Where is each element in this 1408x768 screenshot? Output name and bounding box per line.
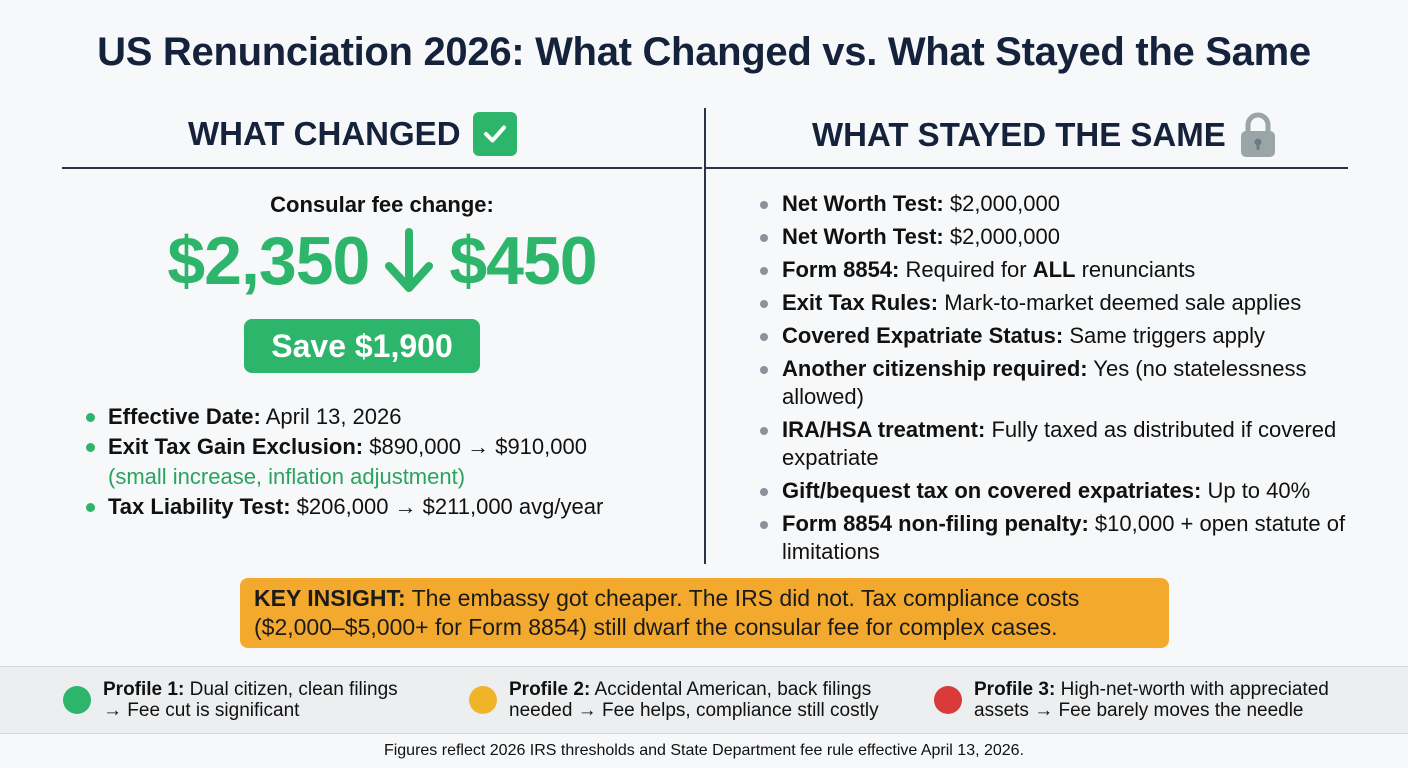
- page-title: US Renunciation 2026: What Changed vs. W…: [97, 30, 1311, 74]
- list-item: Exit Tax Gain Exclusion: $890,000 → $910…: [86, 432, 686, 492]
- fee-old-value: $2,350: [167, 223, 370, 299]
- list-item: Form 8854 non-filing penalty: $10,000 + …: [758, 510, 1358, 566]
- list-item-note: (small increase, inflation adjustment): [108, 464, 466, 489]
- fee-new-value: $450: [449, 223, 597, 299]
- same-heading-label: WHAT STAYED THE SAME: [812, 116, 1226, 153]
- same-heading-rule: [706, 167, 1348, 169]
- profile-1: Profile 1: Dual citizen, clean filings → …: [63, 679, 398, 721]
- changed-heading-rule: [62, 167, 702, 169]
- savings-badge: Save $1,900: [244, 319, 480, 373]
- status-dot-green: [63, 686, 91, 714]
- profile-3: Profile 3: High-net-worth with appreciat…: [934, 679, 1329, 721]
- lock-icon: [1238, 112, 1278, 158]
- check-icon: [472, 112, 517, 156]
- same-heading: WHAT STAYED THE SAME: [812, 112, 1278, 158]
- key-insight-callout: KEY INSIGHT: The embassy got cheaper. Th…: [240, 578, 1169, 648]
- profiles-band: [0, 666, 1408, 734]
- list-item: Another citizenship required: Yes (no st…: [758, 355, 1358, 411]
- list-item: IRA/HSA treatment: Fully taxed as distri…: [758, 416, 1358, 472]
- list-item: Exit Tax Rules: Mark-to-market deemed sa…: [758, 289, 1358, 317]
- list-item: Net Worth Test: $2,000,000: [758, 190, 1358, 218]
- list-item: Covered Expatriate Status: Same triggers…: [758, 322, 1358, 350]
- fee-change-label: Consular fee change:: [270, 192, 494, 217]
- list-item: Tax Liability Test: $206,000 → $211,000 …: [86, 492, 686, 522]
- column-divider: [704, 108, 706, 564]
- changed-heading: WHAT CHANGED: [188, 112, 517, 156]
- list-item: Net Worth Test: $2,000,000: [758, 223, 1358, 251]
- arrow-down-icon: [381, 226, 437, 296]
- fee-change-display: $2,350 $450: [62, 222, 702, 300]
- status-dot-red: [934, 686, 962, 714]
- profile-2: Profile 2: Accidental American, back fil…: [469, 679, 879, 721]
- status-dot-yellow: [469, 686, 497, 714]
- list-item: Gift/bequest tax on covered expatriates:…: [758, 477, 1358, 505]
- changed-list: Effective Date: April 13, 2026 Exit Tax …: [86, 402, 686, 522]
- list-item: Form 8854: Required for ALL renunciants: [758, 256, 1358, 284]
- key-insight-text: The embassy got cheaper. The IRS did not…: [254, 585, 1080, 640]
- list-item: Effective Date: April 13, 2026: [86, 402, 686, 432]
- key-insight-label: KEY INSIGHT:: [254, 585, 406, 611]
- footnote: Figures reflect 2026 IRS thresholds and …: [383, 742, 1025, 759]
- same-list: Net Worth Test: $2,000,000 Net Worth Tes…: [758, 190, 1358, 571]
- changed-heading-label: WHAT CHANGED: [188, 115, 461, 152]
